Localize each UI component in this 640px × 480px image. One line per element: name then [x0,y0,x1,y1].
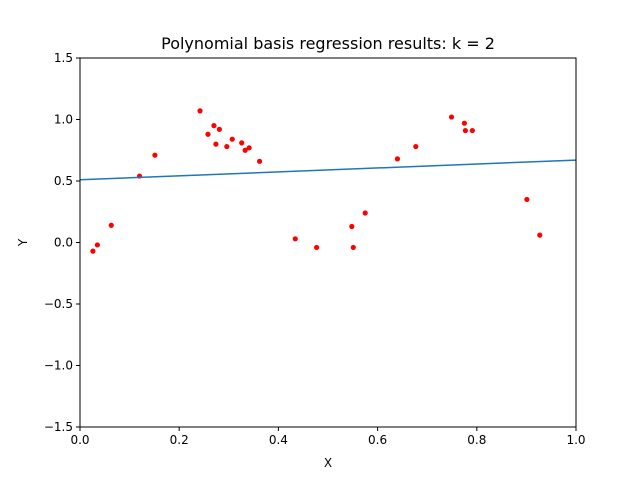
axis-ticks: 0.0 0.2 0.4 0.6 0.8 1.0 −1.5 −1.0 −0.5 0.0 0.5 1.0 1… [44,51,586,447]
data-point [213,141,219,147]
data-point [108,222,114,228]
data-point [224,143,230,150]
data-point [197,108,203,114]
data-point [448,114,455,120]
data-point [362,210,368,216]
data-point [242,147,248,153]
data-point [524,196,530,203]
data-point [246,145,252,151]
data-point [313,244,320,251]
data-point [461,120,467,126]
data-point [413,143,419,150]
y-tick-label: −1.5 [44,420,73,434]
data-point [537,232,543,238]
x-tick-label: 0.6 [368,433,387,447]
y-tick-label: −0.5 [44,297,73,311]
data-point [462,127,468,134]
axes-frame [79,57,577,428]
data-point [216,126,222,132]
data-point [350,244,356,251]
data-point [239,140,245,146]
y-axis-label: Y [16,238,30,247]
y-tick-label: 0.0 [54,236,73,250]
data-point [205,131,211,137]
x-tick-label: 0.4 [269,433,288,447]
x-tick-label: 0.8 [467,433,486,447]
data-point [256,158,263,164]
x-tick-label: 0.0 [70,433,89,447]
data-point [211,123,217,129]
data-point [349,223,355,230]
data-point [292,236,298,242]
data-point [94,242,100,248]
data-point [90,248,96,254]
y-tick-label: 1.5 [54,51,73,65]
chart-title: Polynomial basis regression results: k =… [161,34,495,53]
data-point [394,156,401,162]
x-axis-label: X [324,456,332,470]
data-point [469,127,475,134]
x-tick-label: 1.0 [566,433,585,447]
data-point [229,136,235,142]
regression-line [79,159,577,181]
y-tick-label: 1.0 [54,113,73,127]
plot-area [79,108,577,254]
y-tick-label: −1.0 [44,359,73,373]
data-point [152,152,158,158]
x-tick-label: 0.2 [170,433,189,447]
y-tick-label: 0.5 [54,174,73,188]
